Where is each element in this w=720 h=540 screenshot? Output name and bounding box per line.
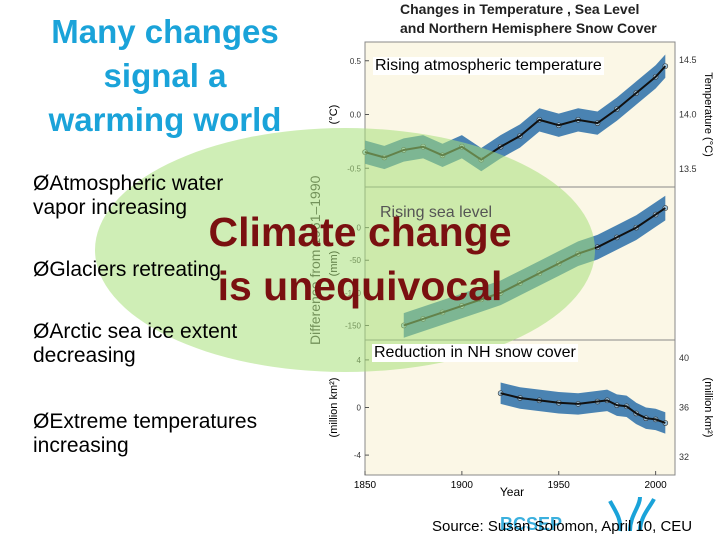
- bullet-line: increasing: [33, 434, 129, 457]
- left-unit-label: (°C): [328, 105, 340, 125]
- bullet-text: Extreme temperatures: [49, 410, 258, 433]
- overlay-headline: Climate change is unequivocal: [0, 208, 720, 310]
- left-tick-label: 0.0: [350, 111, 362, 120]
- bullet-arrow-icon: Ø: [33, 320, 50, 343]
- right-tick-label: 13.5: [679, 164, 697, 174]
- right-tick-label: 14.5: [679, 55, 697, 65]
- right-unit-label: (million km²): [702, 378, 714, 438]
- right-tick-label: 36: [679, 403, 689, 413]
- source-text: Source: Susan Solomon, April 10, CEU: [432, 518, 693, 535]
- bullet-text: Glaciers retreating: [49, 258, 221, 281]
- series-line: [500, 392, 666, 424]
- left-tick-label: 0.5: [350, 57, 362, 66]
- left-tick-label: -4: [354, 451, 362, 460]
- left-tick-label: -150: [345, 321, 362, 330]
- right-unit-label: Temperature (°C): [702, 72, 714, 156]
- right-tick-label: 14.0: [679, 110, 697, 120]
- x-axis-label: Year: [500, 485, 524, 499]
- figure-title-line: and Northern Hemisphere Snow Cover: [400, 20, 657, 36]
- x-tick-label: 1900: [451, 480, 474, 491]
- uncertainty-band: [500, 382, 666, 434]
- left-tick-label: 0: [357, 404, 362, 413]
- left-unit-label: (million km²): [328, 378, 340, 438]
- left-tick-label: -0.5: [347, 164, 361, 173]
- bullet-line: ØAtmospheric water: [33, 172, 223, 196]
- figure-title: Changes in Temperature , Sea Level and N…: [400, 0, 657, 38]
- figure-title-line: Changes in Temperature , Sea Level: [400, 1, 640, 17]
- bullet-item: ØExtreme temperatures increasing: [33, 410, 257, 458]
- x-tick-label: 1950: [548, 480, 571, 491]
- panel-label-sea-level: Rising sea level: [380, 204, 493, 221]
- bullet-item: ØAtmospheric water vapor increasing: [33, 172, 223, 220]
- right-tick-label: 32: [679, 452, 689, 462]
- bullet-line: vapor increasing: [33, 196, 188, 219]
- logo-text: BCSEP: [500, 514, 563, 534]
- overlay-line: is unequivocal: [217, 263, 503, 309]
- overlay-line: Climate change: [208, 209, 512, 255]
- bullet-arrow-icon: Ø: [33, 410, 50, 433]
- right-tick-label: 40: [679, 353, 689, 363]
- bullet-arrow-icon: Ø: [33, 258, 50, 281]
- slide-title-line: signal a: [103, 57, 227, 94]
- bullet-line: ØArctic sea ice extent: [33, 320, 237, 344]
- bullet-line: ØExtreme temperatures: [33, 410, 257, 434]
- bullet-arrow-icon: Ø: [33, 172, 50, 195]
- logo-icon: [608, 496, 656, 532]
- bullet-item: ØGlaciers retreating: [33, 258, 221, 282]
- bullet-line: decreasing: [33, 344, 136, 367]
- slide-title-line: Many changes: [51, 13, 279, 50]
- bullet-line: ØGlaciers retreating: [33, 258, 221, 282]
- panel-label-snow-cover: Reduction in NH snow cover: [372, 344, 578, 362]
- x-tick-label: 2000: [645, 480, 668, 491]
- left-tick-label: 4: [357, 356, 362, 365]
- bullet-text: Atmospheric water: [49, 172, 224, 195]
- x-tick-label: 1850: [354, 480, 377, 491]
- panel-label-temperature: Rising atmospheric temperature: [373, 57, 604, 75]
- bullet-item: ØArctic sea ice extent decreasing: [33, 320, 237, 368]
- bullet-text: Arctic sea ice extent: [49, 320, 238, 343]
